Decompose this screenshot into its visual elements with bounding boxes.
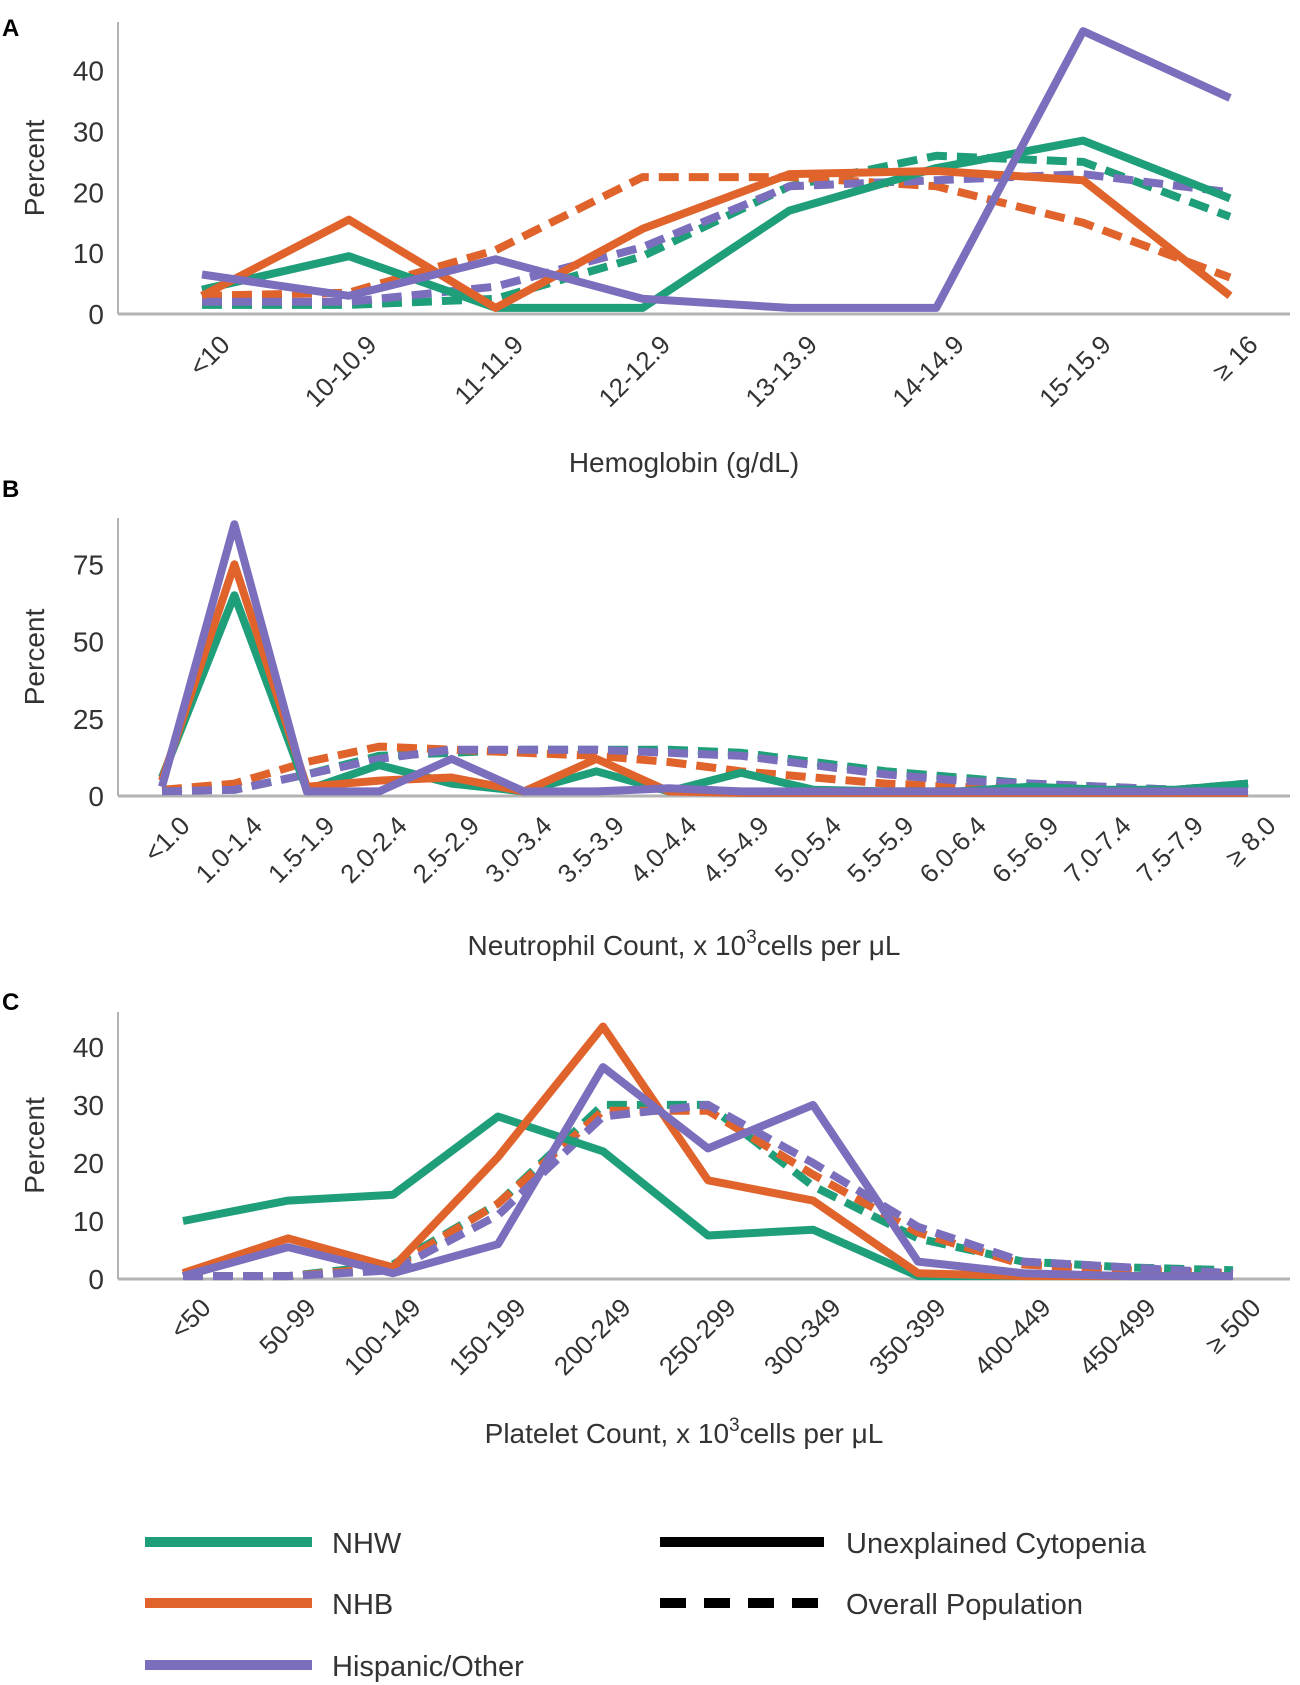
series-line-ho-overall xyxy=(202,170,1231,306)
x-axis-title: Hemoglobin (g/dL) xyxy=(569,447,799,478)
series-line-nhb-overall xyxy=(201,173,1232,300)
y-tick-label: 0 xyxy=(88,299,104,330)
legend-label: NHW xyxy=(332,1528,402,1560)
y-tick-label: 30 xyxy=(73,1090,104,1121)
x-tick-label: 14-14.9 xyxy=(886,329,970,413)
x-tick-label: 150-199 xyxy=(443,1292,532,1381)
x-tick-label: <50 xyxy=(164,1292,216,1344)
x-tick-label: 2.5-2.9 xyxy=(407,810,485,888)
y-tick-label: 50 xyxy=(73,627,104,658)
x-tick-label: 11-11.9 xyxy=(448,329,529,410)
x-tick-label: 50-99 xyxy=(253,1292,321,1360)
x-tick-label: 1.0-1.4 xyxy=(190,810,268,888)
y-tick-label: 10 xyxy=(73,238,104,269)
x-axis-title: Platelet Count, x 103cells per μL xyxy=(485,1415,884,1449)
panel-a: A 0 10 20 30 40 Percent <10 10-10.9 11-11.9 12-12.… xyxy=(2,15,1290,478)
x-tick-label: 6.5-6.9 xyxy=(986,810,1064,888)
x-tick-label: 15-15.9 xyxy=(1033,329,1117,413)
panel-letter: B xyxy=(2,476,19,503)
x-tick-label: ≥ 500 xyxy=(1199,1292,1266,1359)
x-axis-title: Neutrophil Count, x 103cells per μL xyxy=(468,927,901,961)
x-tick-label: 6.0-6.4 xyxy=(914,810,992,888)
series-line-ho-overall xyxy=(183,1100,1234,1281)
x-tick-label: ≥ 8.0 xyxy=(1220,810,1282,872)
y-axis-title: Percent xyxy=(19,609,50,706)
x-tick-label: 250-299 xyxy=(653,1292,742,1381)
y-tick-label: 20 xyxy=(73,1148,104,1179)
x-tick-label: 7.5-7.9 xyxy=(1131,810,1209,888)
x-tick-label: 100-149 xyxy=(338,1292,427,1381)
x-tick-label: ≥ 16 xyxy=(1207,329,1264,386)
y-tick-label: 40 xyxy=(73,56,104,87)
x-tick-label: 2.0-2.4 xyxy=(334,810,412,888)
x-tick-label: 7.0-7.4 xyxy=(1058,810,1136,888)
panel-b: B 0 25 50 75 Percent <1.01.0-1.41.5-1.92.0-2.4… xyxy=(2,476,1290,961)
legend-label: Hispanic/Other xyxy=(332,1651,524,1683)
y-tick-label: 0 xyxy=(88,1264,104,1295)
x-tick-label: 1.5-1.9 xyxy=(262,810,340,888)
x-tick-label: 3.0-3.4 xyxy=(479,810,557,888)
x-tick-label: 13-13.9 xyxy=(739,329,823,413)
x-tick-label: 5.5-5.9 xyxy=(841,810,919,888)
legend-label: Unexplained Cytopenia xyxy=(846,1528,1147,1560)
x-tick-label: 12-12.9 xyxy=(593,329,677,413)
x-tick-label: 300-349 xyxy=(758,1292,847,1381)
panel-letter: A xyxy=(2,15,19,42)
x-tick-label: 10-10.9 xyxy=(299,329,383,413)
x-tick-label: 350-399 xyxy=(863,1292,952,1381)
y-tick-label: 20 xyxy=(73,177,104,208)
panel-letter: C xyxy=(2,989,19,1016)
y-tick-label: 30 xyxy=(73,117,104,148)
series-line-nhb-unexplained xyxy=(200,167,1233,312)
y-tick-label: 40 xyxy=(73,1032,104,1063)
series-line-ho-unexplained xyxy=(201,27,1232,312)
series-line-nhw-overall xyxy=(202,151,1232,309)
x-tick-label: 4.5-4.9 xyxy=(696,810,774,888)
legend-label: NHB xyxy=(332,1589,393,1621)
x-tick-label: <1.0 xyxy=(138,810,196,868)
x-tick-label: 450-499 xyxy=(1073,1292,1162,1381)
y-axis-title: Percent xyxy=(19,1097,50,1194)
x-tick-label: 4.0-4.4 xyxy=(624,810,702,888)
y-tick-label: 10 xyxy=(73,1206,104,1237)
y-tick-label: 0 xyxy=(88,781,104,812)
y-tick-label: 75 xyxy=(73,549,104,580)
y-tick-label: 25 xyxy=(73,704,104,735)
x-tick-label: 5.0-5.4 xyxy=(769,810,847,888)
legend: NHW NHB Hispanic/Other Unexplained Cytopeni… xyxy=(145,1528,1147,1683)
series-line-ho-unexplained xyxy=(158,520,1248,796)
x-tick-label: <10 xyxy=(183,329,235,381)
y-axis-title: Percent xyxy=(19,120,50,217)
x-tick-label: 400-449 xyxy=(968,1292,1057,1381)
series-line-ho-unexplained xyxy=(181,1063,1233,1281)
x-tick-label: 3.5-3.9 xyxy=(552,810,630,888)
series-line-nhw-unexplained xyxy=(201,136,1232,312)
legend-label: Overall Population xyxy=(846,1589,1083,1621)
x-tick-label: 200-249 xyxy=(548,1292,637,1381)
